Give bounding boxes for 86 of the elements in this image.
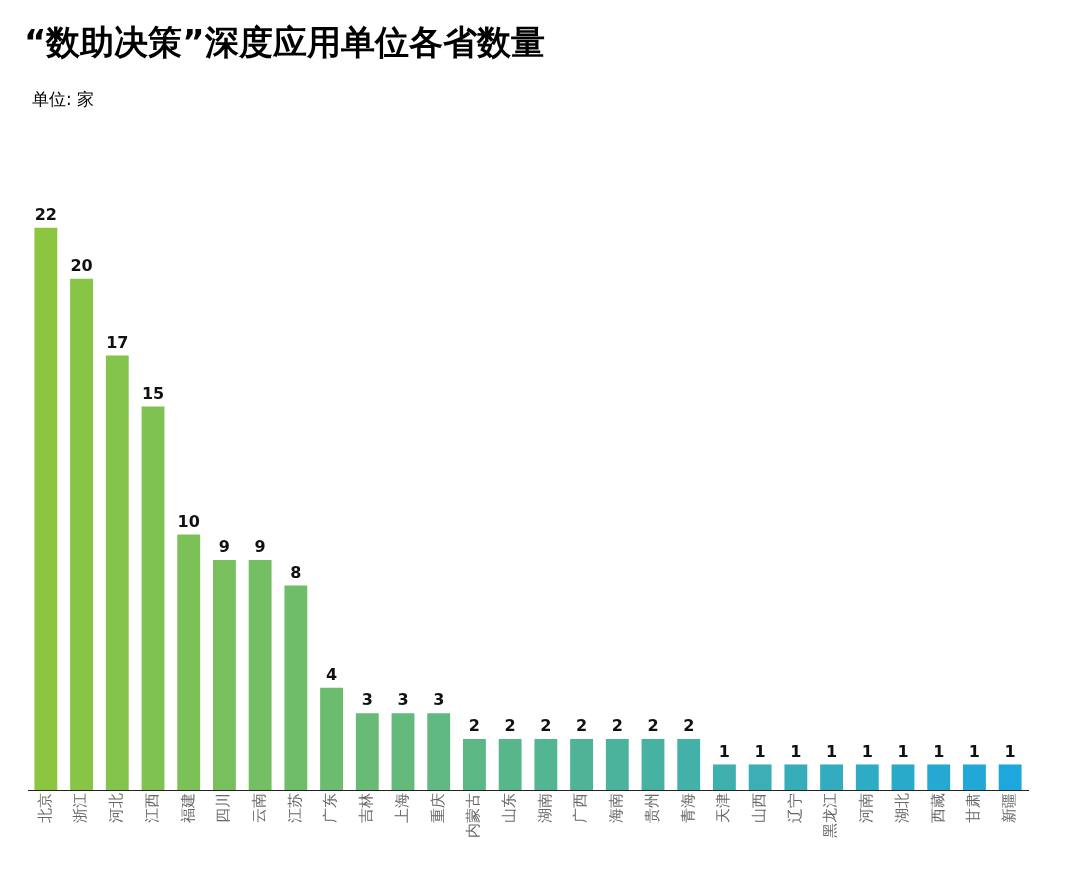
x-tick-label: 贵州	[642, 793, 661, 823]
data-label: 1	[1004, 741, 1016, 761]
data-label: 3	[397, 690, 409, 710]
x-tick-label: 甘肃	[964, 793, 983, 823]
bar	[355, 713, 379, 790]
bar	[570, 738, 593, 790]
x-tick-label: 新疆	[1000, 793, 1019, 823]
bar	[998, 764, 1022, 790]
bar	[248, 559, 272, 790]
bar	[34, 227, 58, 790]
x-tick-label: 北京	[35, 793, 54, 823]
data-label: 2	[611, 716, 623, 736]
bar	[427, 713, 451, 790]
x-tick-label: 河北	[107, 793, 126, 823]
data-label: 3	[361, 690, 373, 710]
data-label: 1	[968, 741, 980, 761]
bar	[177, 534, 201, 790]
x-tick-label: 西藏	[928, 793, 947, 823]
data-label: 1	[754, 741, 766, 761]
bar	[891, 764, 915, 790]
x-tick-label: 海南	[607, 793, 626, 823]
x-tick-label: 广西	[571, 793, 590, 823]
bar	[463, 738, 486, 790]
bar	[70, 278, 93, 790]
data-label: 22	[34, 204, 57, 224]
x-tick-label: 湖南	[535, 793, 554, 823]
x-tick-label: 四川	[214, 793, 233, 823]
bar	[855, 764, 879, 790]
data-label: 1	[897, 741, 909, 761]
data-label: 10	[177, 511, 200, 531]
x-tick-label: 江西	[142, 793, 161, 823]
data-label: 17	[106, 332, 129, 352]
x-tick-label: 辽宁	[785, 793, 804, 823]
data-label: 9	[218, 537, 230, 557]
x-tick-label: 吉林	[357, 793, 376, 823]
bar	[748, 764, 772, 790]
bar	[713, 764, 736, 790]
x-tick-label: 黑龙江	[821, 793, 840, 838]
bar	[320, 687, 343, 790]
x-tick-label: 内蒙古	[464, 793, 483, 838]
data-label: 1	[861, 741, 873, 761]
x-tick-label: 青海	[678, 793, 697, 823]
x-tick-label: 重庆	[428, 793, 447, 823]
data-label: 15	[141, 383, 165, 403]
bar	[105, 355, 129, 790]
bar	[534, 738, 558, 790]
data-label: 2	[647, 716, 659, 736]
x-tick-label: 山东	[500, 793, 519, 823]
x-tick-label: 云南	[250, 793, 269, 823]
chart-subtitle: 单位: 家	[32, 88, 96, 111]
x-tick-label: 天津	[714, 793, 733, 823]
data-label: 9	[254, 537, 266, 557]
data-label: 1	[718, 741, 730, 761]
x-tick-label: 山西	[750, 793, 769, 823]
chart-title: “数助决策”深度应用单位各省数量	[24, 21, 546, 64]
data-label: 2	[683, 716, 695, 736]
x-tick-label: 福建	[178, 793, 197, 823]
data-label: 1	[826, 741, 838, 761]
bar	[784, 764, 808, 790]
data-label: 2	[540, 716, 552, 736]
x-tick-label: 湖北	[892, 793, 911, 823]
bar	[391, 713, 415, 790]
bar	[213, 559, 236, 790]
data-label: 1	[933, 741, 945, 761]
data-label: 3	[433, 690, 445, 710]
bar	[498, 738, 522, 790]
data-label: 8	[290, 562, 302, 582]
bar	[677, 738, 701, 790]
x-tick-label: 河南	[857, 793, 876, 823]
data-label: 20	[70, 255, 93, 275]
x-tick-label: 浙江	[71, 793, 90, 823]
x-tick-label: 上海	[392, 793, 411, 823]
bar	[641, 738, 665, 790]
data-label: 2	[504, 716, 516, 736]
bar	[284, 585, 308, 790]
bar	[141, 406, 165, 790]
x-tick-label: 江苏	[285, 793, 304, 823]
data-label: 2	[576, 716, 588, 736]
data-label: 4	[326, 664, 338, 684]
bar	[820, 764, 843, 790]
data-label: 1	[790, 741, 802, 761]
x-tick-label: 广东	[321, 793, 340, 823]
bar	[605, 738, 629, 790]
bar	[927, 764, 951, 790]
bar	[963, 764, 986, 790]
data-label: 2	[468, 716, 480, 736]
